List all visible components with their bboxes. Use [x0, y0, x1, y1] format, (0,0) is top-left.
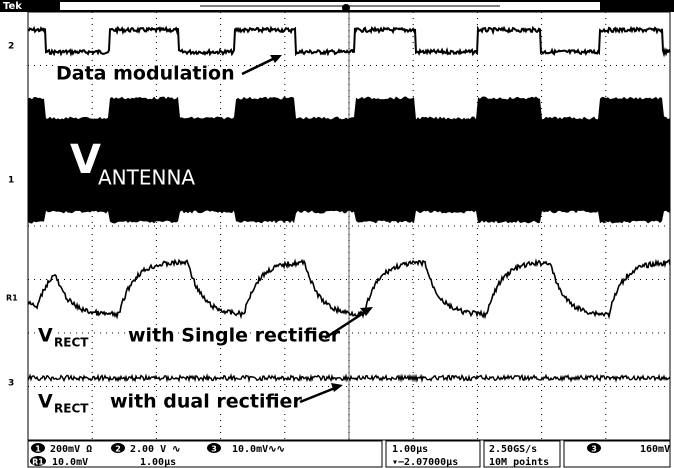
- brand: Tek: [3, 1, 22, 12]
- badge-label: 2: [115, 445, 121, 454]
- timebase: 1.00µs: [392, 444, 428, 455]
- oscilloscope-screen: Tek Data modulation V ANTENNA V RECT wit…: [0, 0, 674, 468]
- ch3-scale: 10.0mV∿∿: [232, 444, 285, 455]
- ref-scale: 10.0mV: [52, 457, 88, 468]
- trigger-marker: [342, 4, 350, 12]
- annotation-sub: RECT: [54, 402, 89, 416]
- annotation-v: V: [38, 325, 53, 347]
- marker: 3: [8, 379, 14, 389]
- badge-label: 3: [211, 445, 217, 454]
- sample-rate: 2.50GS/s: [489, 444, 537, 455]
- annotation-sub: ANTENNA: [98, 166, 195, 190]
- badge-label: 3: [591, 445, 597, 454]
- trigger-position: ▾−2.07000µs: [392, 457, 458, 468]
- annotation: with Single rectifier: [128, 325, 341, 347]
- badge-label: 1: [35, 445, 41, 454]
- record-length: 10M points: [489, 456, 549, 468]
- annotation-sub: RECT: [54, 336, 89, 350]
- annotation: with dual rectifier: [110, 391, 302, 413]
- trigger-level: 160mV: [640, 444, 670, 455]
- ref-time: 1.00µs: [140, 457, 176, 468]
- annotation-v: V: [70, 137, 101, 183]
- marker: 1: [8, 176, 14, 186]
- marker: R1: [6, 294, 18, 303]
- ch2-scale: 2.00 V ∿: [130, 444, 181, 455]
- ch1-scale: 200mV Ω: [50, 444, 92, 455]
- badge-label: R1: [32, 458, 44, 467]
- marker: 2: [8, 42, 14, 52]
- annotation: Data modulation: [56, 63, 235, 85]
- annotation-v: V: [38, 391, 53, 413]
